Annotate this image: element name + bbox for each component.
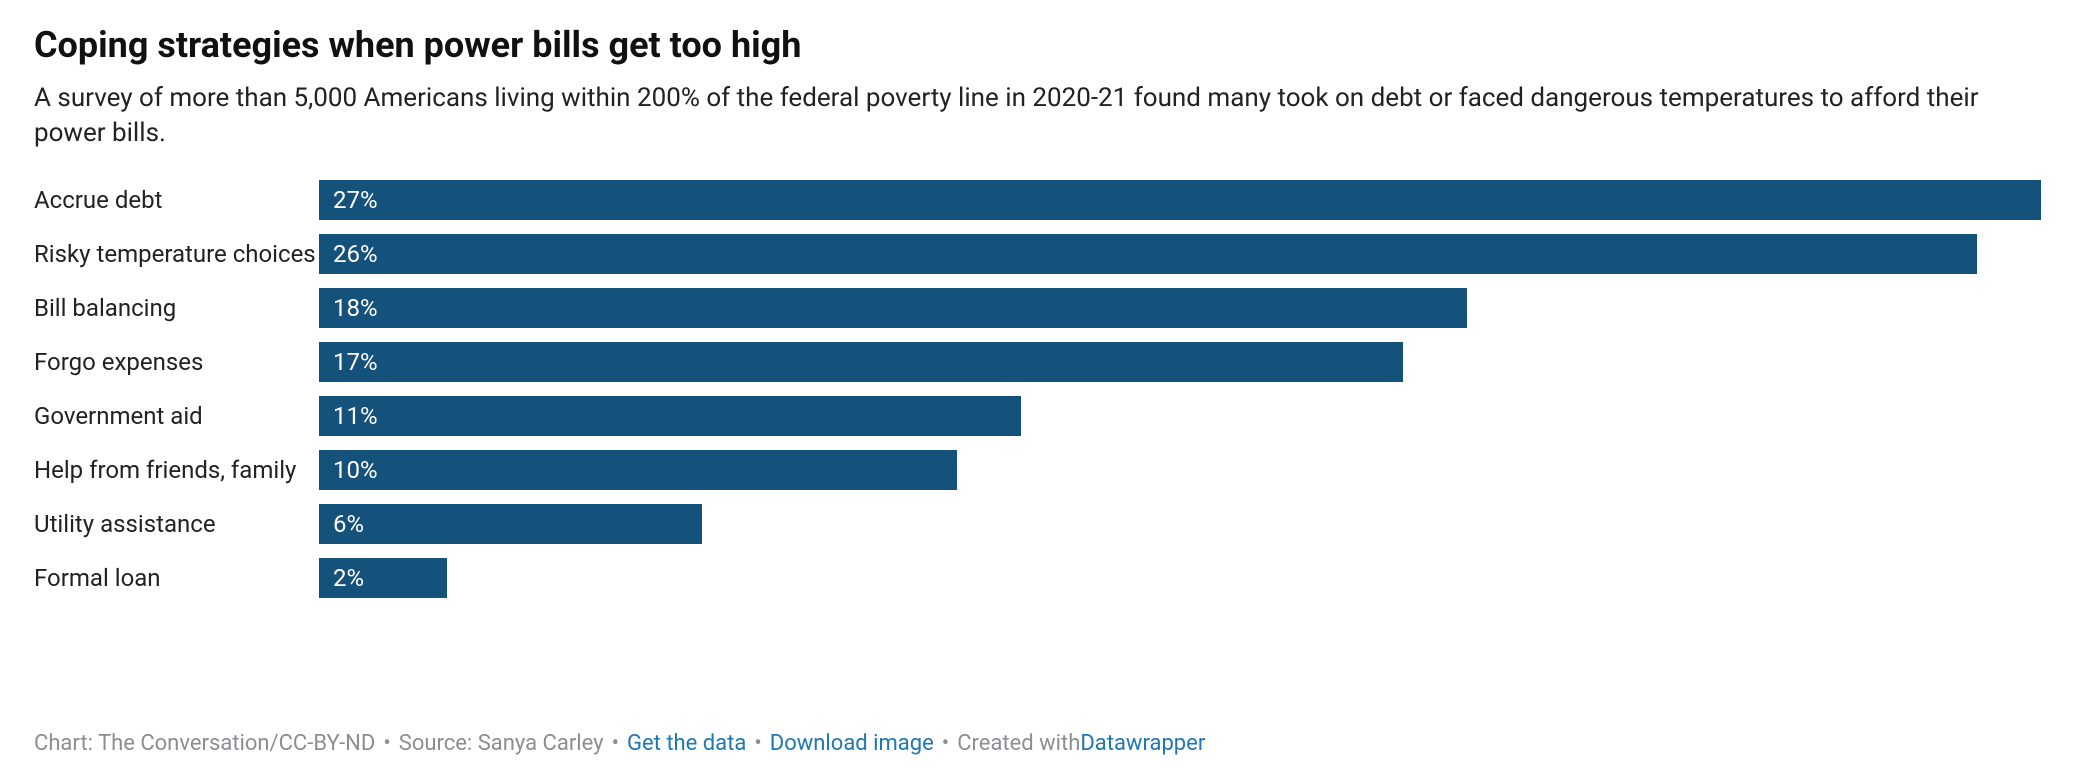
bar-chart: Accrue debt 27% Risky temperature choices 2…: [34, 175, 2041, 713]
bar: 10%: [319, 450, 957, 490]
footer-separator: •: [754, 731, 761, 756]
chart-row: Help from friends, family 10%: [34, 445, 2041, 495]
row-label: Utility assistance: [34, 510, 319, 538]
bar-value-label: 6%: [333, 510, 364, 538]
chart-row: Risky temperature choices 26%: [34, 229, 2041, 279]
bar-value-label: 11%: [333, 402, 378, 430]
row-bar-area: 10%: [319, 450, 2041, 490]
chart-row: Accrue debt 27%: [34, 175, 2041, 225]
chart-subtitle: A survey of more than 5,000 Americans li…: [34, 81, 2041, 151]
row-bar-area: 17%: [319, 342, 2041, 382]
bar: 26%: [319, 234, 1977, 274]
row-label: Help from friends, family: [34, 456, 319, 484]
bar-value-label: 27%: [333, 186, 378, 214]
row-label: Accrue debt: [34, 186, 319, 214]
row-bar-area: 27%: [319, 180, 2041, 220]
download-image-link[interactable]: Download image: [770, 731, 934, 756]
footer-created-with: Created with: [957, 731, 1080, 756]
row-label: Formal loan: [34, 564, 319, 592]
chart-row: Bill balancing 18%: [34, 283, 2041, 333]
row-bar-area: 11%: [319, 396, 2041, 436]
footer-credit: Chart: The Conversation/CC-BY-ND: [34, 731, 375, 756]
datawrapper-link[interactable]: Datawrapper: [1080, 731, 1205, 756]
row-bar-area: 2%: [319, 558, 2041, 598]
row-bar-area: 6%: [319, 504, 2041, 544]
footer-source: Source: Sanya Carley: [399, 731, 604, 756]
bar: 17%: [319, 342, 1403, 382]
row-label: Risky temperature choices: [34, 240, 319, 268]
row-label: Forgo expenses: [34, 348, 319, 376]
row-bar-area: 18%: [319, 288, 2041, 328]
bar-value-label: 10%: [333, 456, 378, 484]
row-bar-area: 26%: [319, 234, 2041, 274]
footer-separator: •: [942, 731, 949, 756]
chart-row: Formal loan 2%: [34, 553, 2041, 603]
bar: 6%: [319, 504, 702, 544]
bar: 27%: [319, 180, 2041, 220]
bar-value-label: 17%: [333, 348, 378, 376]
bar-value-label: 26%: [333, 240, 378, 268]
chart-title: Coping strategies when power bills get t…: [34, 24, 2041, 67]
footer-separator: •: [383, 731, 390, 756]
bar: 2%: [319, 558, 447, 598]
footer-separator: •: [612, 731, 619, 756]
row-label: Government aid: [34, 402, 319, 430]
bar: 18%: [319, 288, 1467, 328]
chart-row: Forgo expenses 17%: [34, 337, 2041, 387]
chart-footer: Chart: The Conversation/CC-BY-ND • Sourc…: [34, 731, 2041, 756]
bar-value-label: 18%: [333, 294, 378, 322]
get-data-link[interactable]: Get the data: [627, 731, 746, 756]
chart-container: Coping strategies when power bills get t…: [0, 0, 2075, 776]
chart-row: Government aid 11%: [34, 391, 2041, 441]
row-label: Bill balancing: [34, 294, 319, 322]
chart-row: Utility assistance 6%: [34, 499, 2041, 549]
bar: 11%: [319, 396, 1021, 436]
bar-value-label: 2%: [333, 564, 364, 592]
